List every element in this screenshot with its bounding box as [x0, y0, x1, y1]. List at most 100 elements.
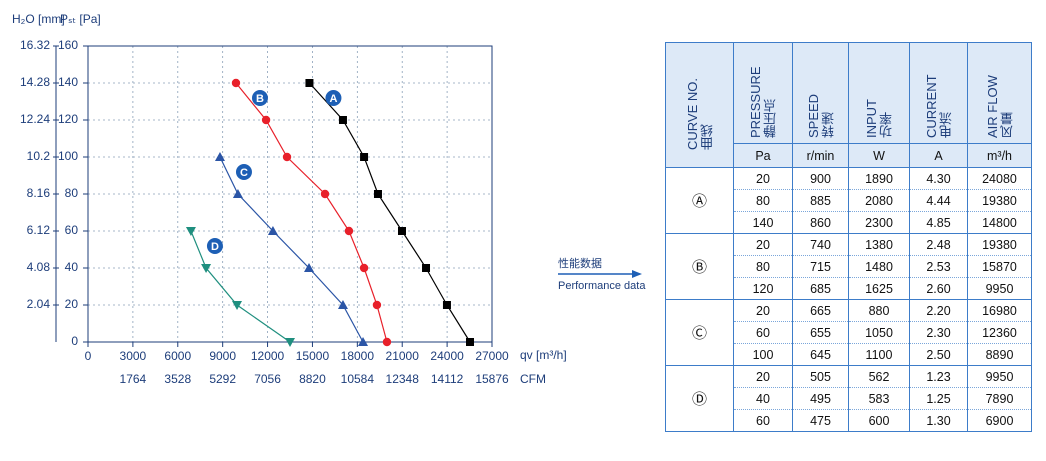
point: [285, 338, 295, 347]
data-row: 120 685 1625 2.60 9950: [666, 277, 1032, 300]
point: [185, 227, 196, 236]
point: [261, 115, 271, 125]
cell: 4.30: [909, 167, 968, 190]
point: [282, 152, 292, 162]
data-row: Ⓐ 20 900 1890 4.30 24080: [665, 167, 1032, 234]
data-row: Ⓓ 20 505 562 1.23 9950: [665, 365, 1032, 432]
cell: 15870: [967, 255, 1032, 278]
x-tick-label: 24000: [430, 349, 464, 363]
y-tick-label: 0: [71, 334, 78, 348]
x-axis-label: qv [m³/h]: [520, 348, 567, 362]
point: [466, 338, 475, 346]
header-text: INPUT 功率: [864, 46, 894, 138]
cell: 885: [792, 189, 849, 212]
series-line: [219, 156, 364, 343]
y-tick-label: 120: [58, 112, 78, 126]
x2-tick-label: 5292: [209, 372, 236, 386]
x2-tick-label: 1764: [120, 372, 147, 386]
x-tick-label: 6000: [164, 349, 191, 363]
point: [201, 264, 212, 273]
cell: 1100: [848, 343, 910, 366]
point: [232, 189, 243, 198]
cell: 9950: [967, 277, 1032, 300]
cell: 1.23: [909, 365, 968, 388]
curve-name: B: [256, 93, 264, 105]
point: [359, 263, 369, 273]
cell: 9950: [967, 365, 1032, 388]
header-en: AIR FLOW: [984, 74, 1000, 138]
cell: 1380: [848, 233, 910, 256]
x2-tick-label: 12348: [386, 372, 420, 386]
point: [360, 153, 369, 161]
x2-tick-label: 15876: [475, 372, 509, 386]
cell: 6900: [967, 409, 1032, 432]
point: [214, 152, 225, 161]
y2-axis-label: H₂O [mm]: [12, 12, 65, 26]
cell: 8890: [967, 343, 1032, 366]
cell: 80: [733, 255, 793, 278]
cell: 20: [733, 167, 793, 190]
point: [305, 79, 314, 87]
header-en: INPUT: [864, 98, 879, 138]
cell: 2.48: [909, 233, 968, 256]
point: [422, 264, 431, 272]
x-tick-label: 12000: [251, 349, 285, 363]
curve-cell: Ⓐ: [665, 167, 734, 234]
cell: 1480: [848, 255, 910, 278]
header-en: CURRENT: [923, 73, 939, 138]
x2-tick-label: 8820: [299, 372, 326, 386]
header-text: AIR FLOW 风量: [985, 46, 1015, 138]
x-tick-label: 21000: [386, 349, 420, 363]
cell: 645: [792, 343, 849, 366]
point: [372, 300, 382, 310]
cell: 600: [848, 409, 910, 432]
cell: 900: [792, 167, 849, 190]
series-line: [190, 230, 291, 343]
x-tick-label: 15000: [296, 349, 330, 363]
cell: 583: [848, 387, 910, 410]
chart: H₂O [mm] Pₛₜ [Pa] qv [m³/h] CFM 性能数据 Per…: [12, 12, 646, 386]
cell: 2.53: [909, 255, 968, 278]
cell: 16980: [967, 299, 1032, 322]
point: [344, 226, 354, 236]
cell: 880: [848, 299, 910, 322]
point: [320, 189, 330, 199]
point: [231, 78, 241, 88]
point: [304, 263, 315, 272]
header-en: SPEED: [805, 93, 821, 138]
y2-tick-label: 4.08: [27, 260, 51, 274]
cell: 20: [733, 365, 793, 388]
cell: 665: [792, 299, 849, 322]
curve-name: D: [211, 241, 219, 253]
curve-name: C: [240, 167, 248, 179]
header-row: CURVE NO. 曲线 PRESSURE 静压点 SPEED 转速 INPUT 功率 CURR…: [665, 42, 1032, 168]
x-tick-label: 27000: [475, 349, 509, 363]
y2-tick-label: 16.32: [20, 38, 50, 52]
x2-tick-label: 14112: [431, 372, 464, 386]
y2-tick-label: 14.28: [20, 75, 50, 89]
cell: 685: [792, 277, 849, 300]
header-cn: 曲线: [699, 123, 715, 150]
cell: 715: [792, 255, 849, 278]
data-row: 80 885 2080 4.44 19380: [666, 189, 1032, 212]
y-tick-label: 40: [65, 260, 79, 274]
curve-cell: Ⓒ: [665, 299, 734, 366]
cell: 2.30: [909, 321, 968, 344]
performance-label-en: Performance data: [558, 280, 646, 292]
cell: 562: [848, 365, 910, 388]
data-row: 60 655 1050 2.30 12360: [666, 321, 1032, 344]
column-header: SPEED 转速: [792, 42, 849, 144]
header-text: PRESSURE 静压点: [748, 46, 778, 138]
cell: 1625: [848, 277, 910, 300]
y2-tick-label: 6.12: [27, 223, 51, 237]
cell: 24080: [967, 167, 1032, 190]
y-tick-label: 100: [58, 149, 78, 163]
data-row: Ⓒ 20 665 880 2.20 16980: [665, 299, 1032, 366]
y2-tick-label: 12.24: [20, 112, 50, 126]
cell: 2.50: [909, 343, 968, 366]
cell: 2.60: [909, 277, 968, 300]
header-en: PRESSURE: [748, 65, 763, 138]
header-text: CURVE NO. 曲线: [685, 58, 715, 150]
column-header: CURRENT 电流: [909, 42, 968, 144]
